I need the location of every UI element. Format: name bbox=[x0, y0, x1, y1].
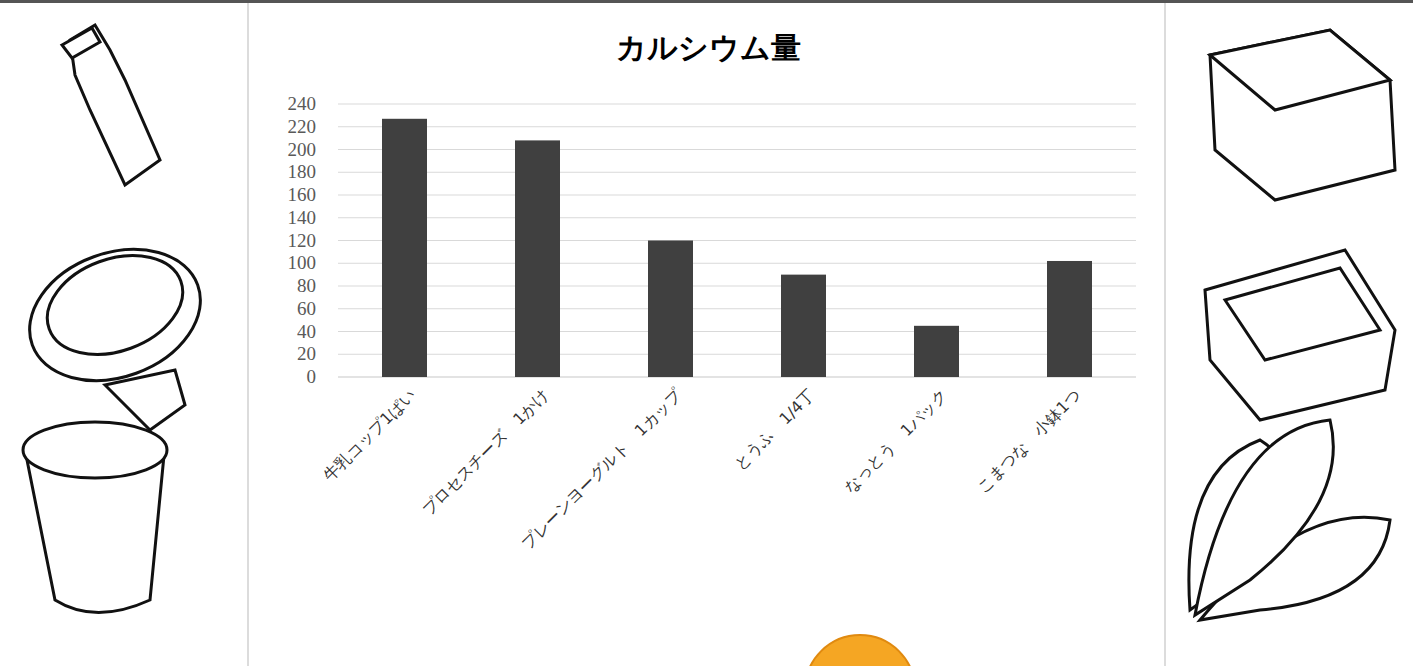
x-tick-label: 牛乳コップ1ぱい bbox=[319, 385, 419, 485]
bar bbox=[914, 326, 959, 377]
tofu-icon-top bbox=[1210, 30, 1390, 110]
x-tick-label: プロセスチーズ 1かけ bbox=[419, 385, 553, 519]
background bbox=[0, 0, 1413, 666]
bar bbox=[1047, 261, 1092, 377]
top-border bbox=[0, 0, 1413, 3]
grid-line bbox=[338, 331, 1136, 332]
y-tick-label: 100 bbox=[288, 252, 317, 273]
grid-line bbox=[338, 126, 1136, 127]
chart-title: カルシウム量 bbox=[616, 30, 801, 65]
milk-icon-cap bbox=[62, 28, 100, 58]
bar bbox=[515, 140, 560, 377]
chart-root: カルシウム量 020406080100120140160180200220240 牛… bbox=[0, 0, 1413, 666]
y-tick-label: 200 bbox=[288, 139, 317, 160]
grid-line bbox=[338, 217, 1136, 218]
grid-line bbox=[338, 149, 1136, 150]
y-tick-label: 80 bbox=[297, 275, 316, 296]
grid-line bbox=[338, 263, 1136, 264]
panel-border bbox=[1164, 3, 1166, 666]
yogurt-icon-lid bbox=[23, 422, 167, 478]
x-axis-line bbox=[338, 376, 1136, 377]
natto-icon-tray bbox=[1225, 268, 1380, 360]
y-tick-label: 220 bbox=[288, 116, 317, 137]
x-tick-label: なっとう 1パック bbox=[840, 385, 951, 496]
y-tick-label: 140 bbox=[288, 207, 317, 228]
tofu-icon bbox=[1210, 30, 1395, 200]
panel-border bbox=[247, 3, 249, 666]
y-tick-label: 240 bbox=[288, 93, 317, 114]
grid-line bbox=[338, 354, 1136, 355]
y-tick-label: 120 bbox=[288, 230, 317, 251]
natto-icon bbox=[1205, 250, 1395, 420]
y-tick-label: 160 bbox=[288, 184, 317, 205]
bar bbox=[781, 275, 826, 377]
x-tick-label: とうふ 1/4丁 bbox=[730, 385, 818, 473]
grid-line bbox=[338, 172, 1136, 173]
y-tick-label: 0 bbox=[307, 366, 317, 387]
leaf-icon bbox=[1195, 420, 1333, 615]
cheese-icon bbox=[11, 227, 219, 404]
grid-line bbox=[338, 240, 1136, 241]
grid-line bbox=[338, 103, 1136, 104]
cheese-icon-inner bbox=[33, 238, 196, 372]
grid-line bbox=[338, 376, 1136, 377]
x-tick-label: こまつな 小鉢1つ bbox=[973, 385, 1084, 496]
y-tick-label: 40 bbox=[297, 321, 316, 342]
bar bbox=[648, 241, 693, 378]
cheese-icon-piece bbox=[105, 370, 185, 430]
x-tick-label: プレーンヨーグルト 1カップ bbox=[518, 385, 686, 553]
bars bbox=[382, 119, 1092, 377]
grid-line bbox=[338, 285, 1136, 286]
grid-line bbox=[338, 194, 1136, 195]
grid-line bbox=[338, 308, 1136, 309]
bar bbox=[382, 119, 427, 377]
y-tick-label: 20 bbox=[297, 343, 316, 364]
sun-icon bbox=[805, 635, 915, 666]
y-tick-label: 60 bbox=[297, 298, 316, 319]
y-tick-label: 180 bbox=[288, 161, 317, 182]
